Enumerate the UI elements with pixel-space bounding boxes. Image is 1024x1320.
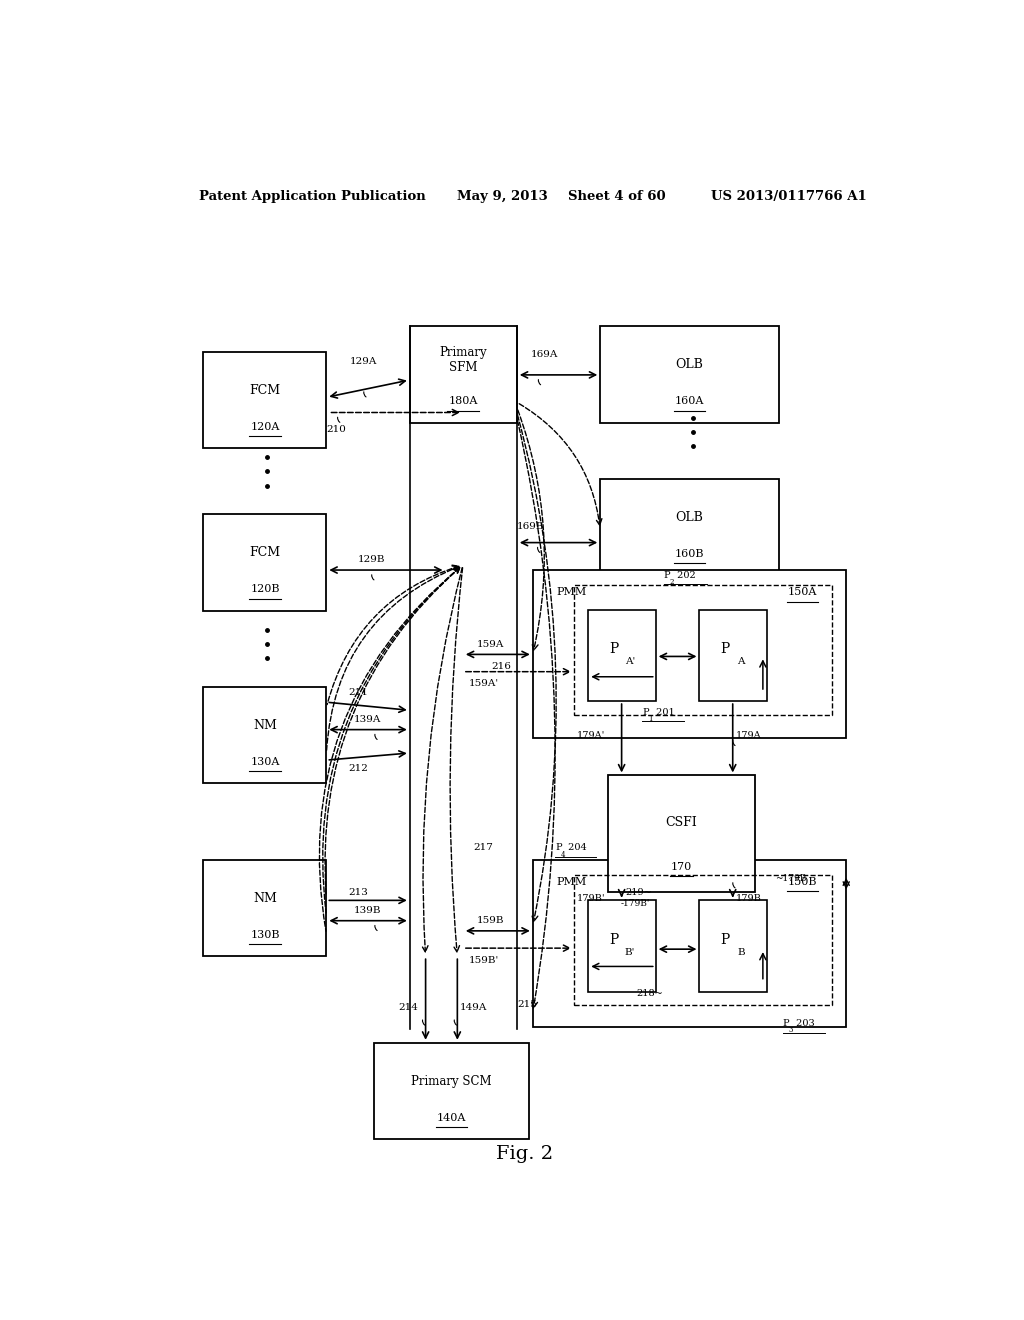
Text: 1: 1 bbox=[648, 715, 652, 723]
Text: FCM: FCM bbox=[249, 384, 281, 396]
Text: 159B: 159B bbox=[477, 916, 505, 925]
Text: 201: 201 bbox=[652, 708, 675, 717]
Text: 160B: 160B bbox=[675, 549, 705, 558]
Text: PMM: PMM bbox=[557, 876, 587, 887]
Text: 203: 203 bbox=[793, 1019, 815, 1028]
Text: 216: 216 bbox=[492, 663, 511, 671]
Text: 179B': 179B' bbox=[578, 894, 606, 903]
Text: 179A': 179A' bbox=[578, 731, 605, 741]
Text: 214: 214 bbox=[397, 1003, 418, 1011]
Text: 169B: 169B bbox=[517, 521, 545, 531]
Text: CSFI: CSFI bbox=[666, 816, 697, 829]
FancyBboxPatch shape bbox=[608, 775, 755, 892]
Text: 170: 170 bbox=[671, 862, 692, 871]
Text: NM: NM bbox=[253, 719, 276, 733]
Text: 180A: 180A bbox=[449, 396, 478, 407]
Text: Fig. 2: Fig. 2 bbox=[497, 1146, 553, 1163]
Text: 149A: 149A bbox=[460, 1003, 487, 1011]
Text: 129B: 129B bbox=[358, 556, 386, 565]
FancyBboxPatch shape bbox=[204, 859, 327, 956]
Text: 202: 202 bbox=[674, 570, 695, 579]
Text: 150A: 150A bbox=[787, 587, 817, 598]
Text: 179B: 179B bbox=[736, 894, 762, 903]
Text: Primary SCM: Primary SCM bbox=[411, 1074, 492, 1088]
Text: -179B': -179B' bbox=[621, 899, 650, 908]
Text: OLB: OLB bbox=[676, 358, 703, 371]
Text: 129A: 129A bbox=[350, 358, 378, 366]
FancyBboxPatch shape bbox=[588, 610, 655, 701]
FancyBboxPatch shape bbox=[588, 900, 655, 991]
Text: ~179B: ~179B bbox=[775, 874, 806, 883]
Text: 179A: 179A bbox=[736, 731, 762, 741]
Text: Primary
SFM: Primary SFM bbox=[439, 346, 487, 374]
Text: NM: NM bbox=[253, 892, 276, 904]
Text: 217: 217 bbox=[473, 843, 494, 851]
Text: P: P bbox=[721, 643, 730, 656]
Text: FCM: FCM bbox=[249, 546, 281, 560]
Text: PMM: PMM bbox=[557, 587, 587, 598]
Text: 130B: 130B bbox=[250, 931, 280, 940]
Text: Sheet 4 of 60: Sheet 4 of 60 bbox=[568, 190, 666, 202]
Text: 211: 211 bbox=[348, 688, 369, 697]
Text: 215: 215 bbox=[517, 999, 537, 1008]
Text: 218~: 218~ bbox=[636, 990, 663, 998]
Text: 212: 212 bbox=[348, 764, 369, 772]
FancyBboxPatch shape bbox=[204, 515, 327, 611]
Text: 160A: 160A bbox=[675, 396, 705, 407]
Text: 139A: 139A bbox=[354, 715, 382, 723]
Text: Patent Application Publication: Patent Application Publication bbox=[200, 190, 426, 202]
Text: P: P bbox=[664, 570, 671, 579]
FancyBboxPatch shape bbox=[532, 859, 846, 1027]
Text: 120A: 120A bbox=[250, 422, 280, 432]
Text: B: B bbox=[737, 948, 744, 957]
Text: 210: 210 bbox=[327, 425, 346, 434]
Text: 219~: 219~ bbox=[626, 888, 652, 896]
Text: 169A: 169A bbox=[531, 350, 558, 359]
Text: P: P bbox=[782, 1019, 790, 1028]
Text: P: P bbox=[721, 933, 730, 946]
Text: P: P bbox=[609, 643, 618, 656]
Text: 150B: 150B bbox=[787, 876, 817, 887]
Text: 139B: 139B bbox=[354, 906, 382, 915]
FancyBboxPatch shape bbox=[532, 570, 846, 738]
FancyBboxPatch shape bbox=[699, 900, 767, 991]
Text: 159B': 159B' bbox=[469, 956, 500, 965]
FancyBboxPatch shape bbox=[374, 1043, 528, 1139]
Text: 120B: 120B bbox=[250, 585, 280, 594]
Text: P: P bbox=[609, 933, 618, 946]
Text: May 9, 2013: May 9, 2013 bbox=[458, 190, 548, 202]
Text: 130A: 130A bbox=[250, 758, 280, 767]
Text: P: P bbox=[555, 843, 561, 851]
Text: A': A' bbox=[625, 657, 635, 667]
FancyBboxPatch shape bbox=[600, 479, 778, 576]
FancyBboxPatch shape bbox=[204, 351, 327, 447]
Text: 2: 2 bbox=[670, 578, 674, 586]
FancyBboxPatch shape bbox=[410, 326, 517, 422]
Text: US 2013/0117766 A1: US 2013/0117766 A1 bbox=[712, 190, 867, 202]
Text: 4: 4 bbox=[560, 850, 565, 858]
Text: OLB: OLB bbox=[676, 511, 703, 524]
Text: P: P bbox=[642, 708, 649, 717]
FancyBboxPatch shape bbox=[204, 686, 327, 784]
Text: 3: 3 bbox=[788, 1027, 793, 1035]
Text: 204: 204 bbox=[565, 843, 587, 851]
FancyBboxPatch shape bbox=[600, 326, 778, 422]
Text: 213: 213 bbox=[348, 888, 369, 896]
Text: 140A: 140A bbox=[436, 1113, 466, 1123]
Text: 159A': 159A' bbox=[469, 680, 500, 688]
Text: A: A bbox=[737, 657, 744, 667]
Text: 159A: 159A bbox=[477, 640, 505, 648]
Text: B': B' bbox=[625, 948, 635, 957]
FancyBboxPatch shape bbox=[699, 610, 767, 701]
